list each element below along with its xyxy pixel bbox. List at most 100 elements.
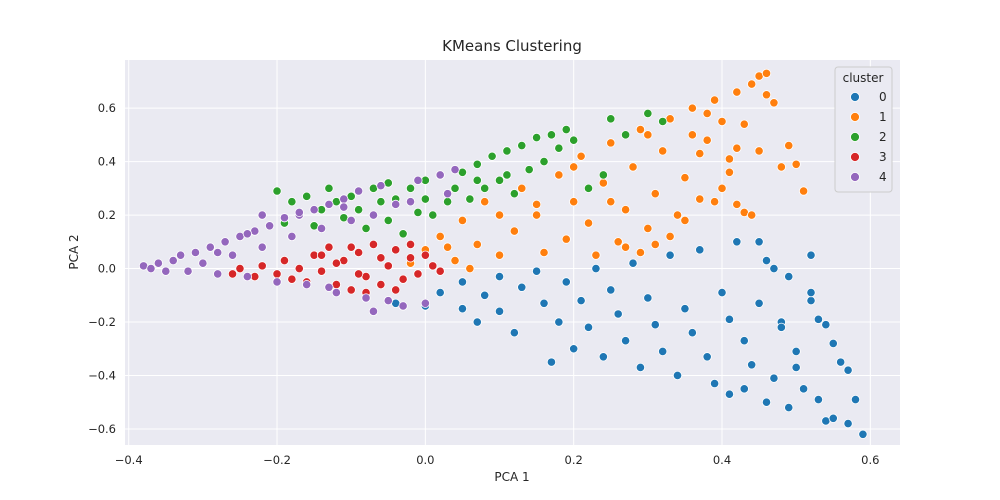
data-point bbox=[420, 194, 430, 204]
data-point bbox=[346, 242, 356, 252]
data-point bbox=[643, 130, 653, 140]
series-3 bbox=[227, 239, 445, 298]
legend-marker bbox=[850, 112, 860, 122]
data-point bbox=[702, 135, 712, 145]
legend-label: 0 bbox=[879, 90, 887, 104]
data-point bbox=[658, 146, 668, 156]
data-point bbox=[754, 298, 764, 308]
data-point bbox=[213, 269, 223, 279]
data-point bbox=[398, 301, 408, 311]
series-4 bbox=[138, 165, 460, 316]
data-point bbox=[368, 239, 379, 250]
data-point bbox=[480, 183, 490, 193]
data-point bbox=[658, 116, 668, 127]
data-point bbox=[405, 197, 416, 207]
data-point bbox=[368, 306, 379, 316]
data-point bbox=[569, 135, 579, 145]
data-point bbox=[717, 116, 727, 127]
data-point bbox=[287, 231, 297, 242]
data-point bbox=[509, 328, 519, 338]
data-point bbox=[287, 274, 297, 284]
data-point bbox=[598, 352, 608, 362]
data-point bbox=[279, 255, 290, 266]
data-point bbox=[494, 250, 505, 260]
legend-marker bbox=[850, 172, 860, 182]
data-point bbox=[791, 346, 801, 357]
data-point bbox=[806, 250, 816, 260]
data-point bbox=[806, 288, 816, 298]
data-point bbox=[324, 242, 334, 252]
data-point bbox=[272, 277, 282, 287]
data-point bbox=[487, 151, 497, 161]
data-point bbox=[791, 362, 801, 373]
data-point bbox=[428, 261, 438, 271]
legend-label: 1 bbox=[879, 110, 887, 124]
data-point bbox=[709, 197, 720, 207]
data-point bbox=[732, 87, 742, 97]
data-point bbox=[331, 258, 341, 268]
data-point bbox=[709, 378, 720, 389]
data-point bbox=[561, 124, 571, 135]
data-point bbox=[650, 320, 660, 330]
x-axis-label: PCA 1 bbox=[494, 470, 529, 484]
data-point bbox=[383, 215, 393, 226]
data-point bbox=[220, 237, 230, 247]
data-point bbox=[613, 237, 623, 247]
data-point bbox=[532, 132, 542, 143]
y-tick-label: 0.0 bbox=[98, 262, 116, 276]
data-point bbox=[227, 250, 238, 260]
data-point bbox=[450, 255, 460, 266]
data-point bbox=[650, 239, 660, 250]
data-point bbox=[546, 130, 557, 140]
data-point bbox=[450, 165, 460, 175]
data-point bbox=[339, 194, 349, 204]
data-point bbox=[457, 304, 468, 314]
data-point bbox=[724, 154, 735, 164]
legend: cluster 0 1 2 3 4 bbox=[834, 66, 893, 193]
data-point bbox=[420, 250, 430, 260]
data-point bbox=[146, 263, 156, 274]
data-point bbox=[176, 250, 186, 260]
x-tick-label: 0.4 bbox=[713, 453, 731, 467]
data-point bbox=[309, 205, 319, 215]
data-point bbox=[354, 205, 364, 215]
data-point bbox=[494, 306, 505, 316]
data-point bbox=[606, 138, 616, 148]
data-point bbox=[405, 183, 416, 193]
data-point bbox=[583, 218, 594, 228]
data-point bbox=[457, 215, 468, 226]
data-point bbox=[569, 162, 579, 172]
data-point bbox=[546, 357, 557, 367]
data-point bbox=[724, 314, 735, 324]
data-point bbox=[472, 239, 482, 250]
data-point bbox=[324, 183, 334, 193]
data-point bbox=[620, 205, 631, 215]
data-point bbox=[643, 223, 653, 234]
data-point bbox=[828, 413, 838, 423]
y-tick-label: −0.2 bbox=[88, 315, 116, 329]
data-point bbox=[376, 279, 386, 290]
data-point bbox=[732, 199, 742, 209]
data-point bbox=[598, 170, 608, 180]
data-point bbox=[532, 210, 542, 220]
data-point bbox=[435, 288, 445, 298]
data-point bbox=[235, 263, 245, 274]
data-point bbox=[635, 247, 646, 258]
data-point bbox=[361, 223, 371, 234]
data-point bbox=[658, 346, 668, 357]
data-point bbox=[717, 183, 727, 193]
data-point bbox=[747, 210, 757, 220]
data-point bbox=[502, 170, 512, 180]
data-point bbox=[813, 394, 824, 405]
data-point bbox=[813, 314, 824, 324]
data-point bbox=[331, 288, 341, 298]
data-point bbox=[761, 68, 772, 78]
data-point bbox=[472, 175, 482, 185]
legend-label: 4 bbox=[879, 170, 887, 184]
data-point bbox=[161, 266, 171, 276]
data-point bbox=[183, 266, 193, 276]
data-point bbox=[687, 328, 697, 338]
data-point bbox=[524, 165, 534, 175]
legend-marker bbox=[850, 132, 860, 142]
data-point bbox=[428, 210, 438, 220]
